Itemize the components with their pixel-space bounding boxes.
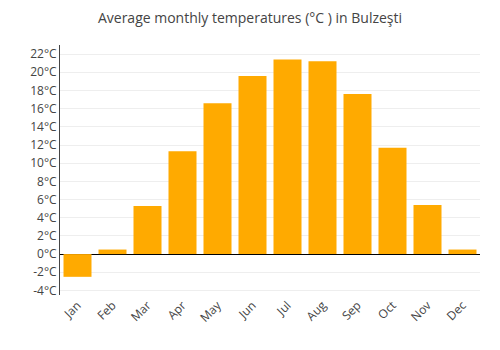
svg-text:16°C: 16°C xyxy=(30,100,57,117)
svg-text:Mar: Mar xyxy=(127,297,155,325)
svg-text:Aug: Aug xyxy=(302,297,330,325)
svg-text:May: May xyxy=(196,296,225,325)
svg-text:Apr: Apr xyxy=(164,297,190,323)
svg-text:0°C: 0°C xyxy=(37,245,57,262)
svg-text:12°C: 12°C xyxy=(30,136,57,153)
svg-text:Oct: Oct xyxy=(374,297,400,323)
svg-text:-4°C: -4°C xyxy=(33,282,57,299)
svg-text:Feb: Feb xyxy=(93,297,119,323)
svg-text:Dec: Dec xyxy=(443,297,470,324)
svg-text:4°C: 4°C xyxy=(37,209,57,226)
svg-text:Jun: Jun xyxy=(234,297,259,322)
svg-text:-2°C: -2°C xyxy=(33,263,57,280)
svg-text:22°C: 22°C xyxy=(30,45,57,62)
svg-text:Jan: Jan xyxy=(60,297,85,322)
svg-text:8°C: 8°C xyxy=(37,173,57,190)
svg-text:Average monthly temperatures (: Average monthly temperatures (°C ) in Bu… xyxy=(98,8,402,27)
svg-text:Jul: Jul xyxy=(272,297,294,319)
svg-text:Nov: Nov xyxy=(407,297,435,325)
svg-text:14°C: 14°C xyxy=(30,118,57,135)
svg-text:Sep: Sep xyxy=(338,297,365,324)
svg-text:10°C: 10°C xyxy=(30,154,57,171)
svg-text:20°C: 20°C xyxy=(30,63,57,80)
svg-text:2°C: 2°C xyxy=(37,227,57,244)
svg-text:6°C: 6°C xyxy=(37,191,57,208)
svg-text:18°C: 18°C xyxy=(30,82,57,99)
